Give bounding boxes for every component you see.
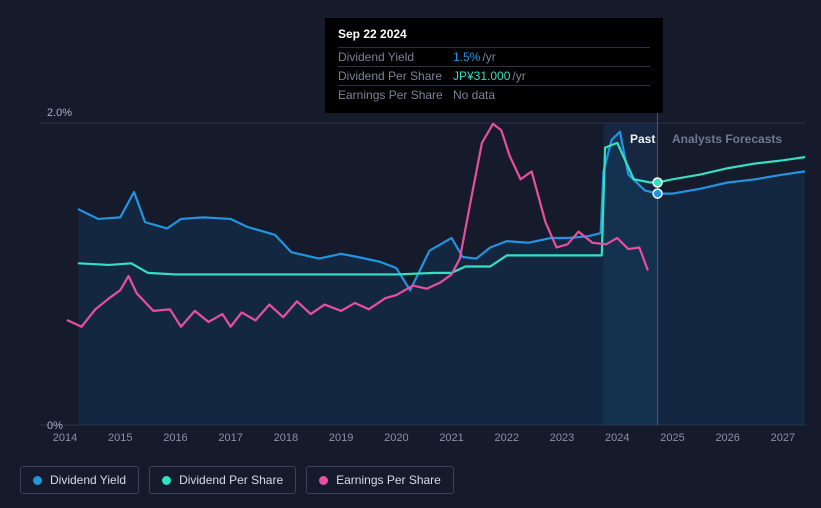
legend-label: Earnings Per Share <box>336 473 441 487</box>
svg-text:2017: 2017 <box>218 432 242 444</box>
legend-swatch <box>162 476 171 485</box>
legend-item-dividend-yield[interactable]: Dividend Yield <box>20 466 139 494</box>
tooltip: Sep 22 2024 Dividend Yield1.5% /yrDivide… <box>325 18 663 113</box>
analysts-forecasts-label: Analysts Forecasts <box>672 132 782 146</box>
tooltip-row-value: JP¥31.000 <box>453 69 510 83</box>
legend: Dividend Yield Dividend Per Share Earnings… <box>20 466 454 494</box>
svg-text:2024: 2024 <box>605 432 629 444</box>
svg-text:2.0%: 2.0% <box>47 107 72 119</box>
tooltip-row: Earnings Per ShareNo data <box>338 85 650 104</box>
legend-item-dividend-per-share[interactable]: Dividend Per Share <box>149 466 296 494</box>
svg-text:0%: 0% <box>47 420 63 432</box>
legend-swatch <box>33 476 42 485</box>
tooltip-row-value: 1.5% <box>453 50 480 64</box>
svg-text:2016: 2016 <box>163 432 187 444</box>
tooltip-date: Sep 22 2024 <box>338 27 650 47</box>
svg-text:2027: 2027 <box>771 432 795 444</box>
svg-text:2019: 2019 <box>329 432 353 444</box>
svg-text:2026: 2026 <box>715 432 739 444</box>
tooltip-row: Dividend Per ShareJP¥31.000 /yr <box>338 66 650 85</box>
svg-text:2023: 2023 <box>550 432 574 444</box>
legend-label: Dividend Per Share <box>179 473 283 487</box>
svg-text:2015: 2015 <box>108 432 132 444</box>
tooltip-row-label: Dividend Yield <box>338 50 453 64</box>
svg-text:2022: 2022 <box>495 432 519 444</box>
svg-text:2018: 2018 <box>274 432 298 444</box>
svg-text:2014: 2014 <box>53 432 77 444</box>
legend-swatch <box>319 476 328 485</box>
tooltip-row-value: No data <box>453 88 495 102</box>
past-label: Past <box>630 132 655 146</box>
tooltip-row-suffix: /yr <box>512 69 525 83</box>
tooltip-row-label: Dividend Per Share <box>338 69 453 83</box>
svg-text:2021: 2021 <box>439 432 463 444</box>
svg-text:2020: 2020 <box>384 432 408 444</box>
tooltip-row-suffix: /yr <box>482 50 495 64</box>
tooltip-row: Dividend Yield1.5% /yr <box>338 47 650 66</box>
svg-text:2025: 2025 <box>660 432 684 444</box>
legend-label: Dividend Yield <box>50 473 126 487</box>
tooltip-row-label: Earnings Per Share <box>338 88 453 102</box>
legend-item-earnings-per-share[interactable]: Earnings Per Share <box>306 466 454 494</box>
